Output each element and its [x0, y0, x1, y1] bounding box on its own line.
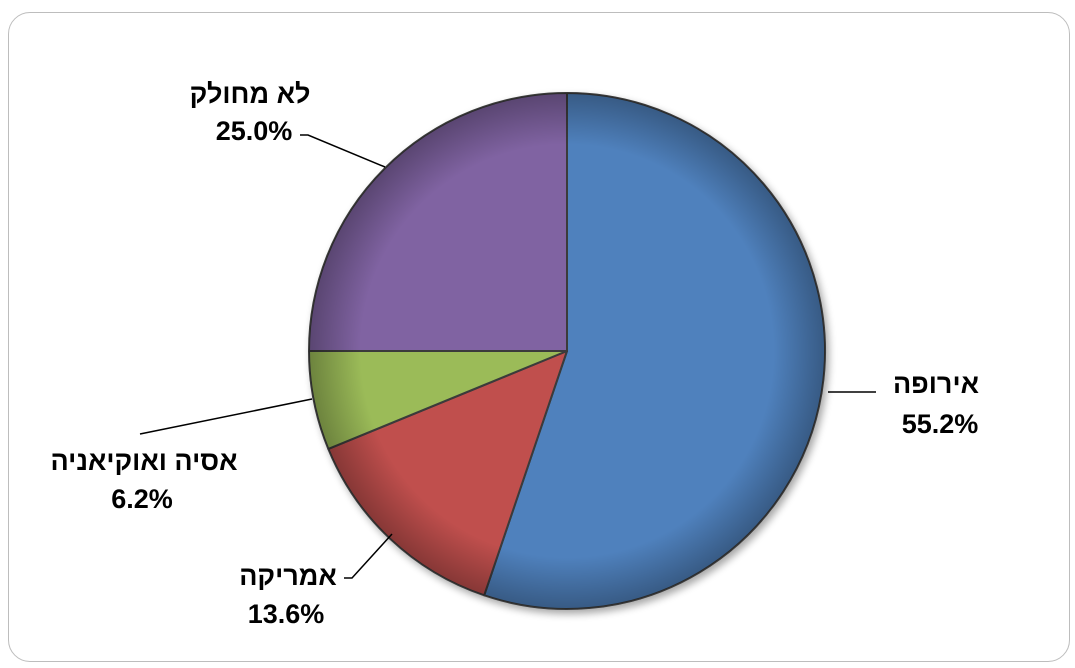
pie-slice-not-distributed — [308, 92, 568, 352]
leader-line-asia-oceania — [139, 398, 313, 435]
slice-label-asia-oceania: אסיה ואוקיאניה — [50, 446, 237, 476]
leader-line-america — [344, 533, 393, 579]
slice-value-europe: 55.2% — [902, 409, 979, 439]
leader-line-not-distributed — [300, 134, 386, 168]
slice-label-europe: אירופה — [893, 369, 979, 399]
slice-value-asia-oceania: 6.2% — [111, 484, 173, 514]
slice-value-america: 13.6% — [248, 599, 325, 629]
slice-label-america: אמריקה — [239, 561, 337, 591]
slice-value-not-distributed: 25.0% — [216, 116, 293, 146]
slice-label-not-distributed: לא מחולק — [190, 79, 311, 109]
